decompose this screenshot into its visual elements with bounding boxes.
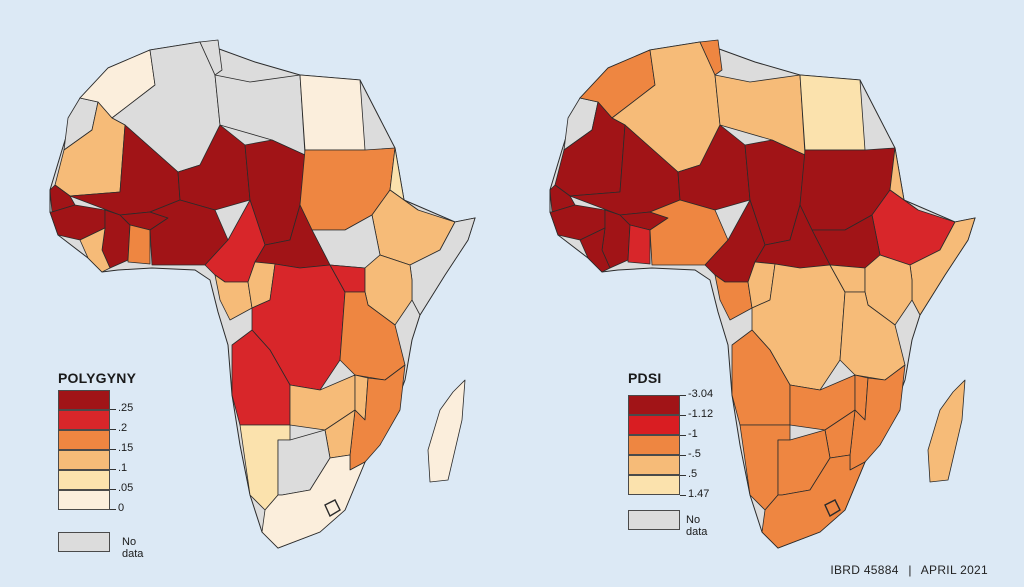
legend-tick xyxy=(680,455,686,456)
region-tunisia xyxy=(699,39,723,76)
legend-label: .05 xyxy=(118,482,134,494)
legend-label: -1 xyxy=(688,428,698,440)
legend-row: .1 xyxy=(58,450,136,474)
legend-tick xyxy=(680,395,686,396)
legend-tick xyxy=(110,429,116,430)
legend-row: .2 xyxy=(58,410,136,434)
legend-title: POLYGYNY xyxy=(58,370,137,386)
separator: | xyxy=(908,563,912,577)
map-credit: IBRD 45884 | APRIL 2021 xyxy=(830,563,988,577)
region-south-africa xyxy=(261,454,366,549)
legend-swatch xyxy=(628,435,680,455)
legend-label: .5 xyxy=(688,468,698,480)
legend-tick xyxy=(110,469,116,470)
legend-label: -3.04 xyxy=(688,388,714,400)
region-senegal xyxy=(49,184,76,213)
legend-tick xyxy=(680,415,686,416)
nodata-label: No data xyxy=(686,514,708,538)
region-south-africa xyxy=(761,454,866,549)
legend-label: -1.12 xyxy=(688,408,714,420)
legend-swatch xyxy=(58,430,110,450)
legend-swatch xyxy=(58,390,110,410)
legend-row: .25 xyxy=(58,390,136,414)
nodata-swatch xyxy=(58,532,110,552)
nodata-swatch xyxy=(628,510,680,530)
legend-row: 0 xyxy=(58,490,136,514)
legend-label: .15 xyxy=(118,442,134,454)
legend-swatch xyxy=(58,490,110,510)
legend-swatch xyxy=(628,475,680,495)
legend-swatch xyxy=(58,470,110,490)
region-liberia xyxy=(579,227,611,273)
legend-swatch xyxy=(628,415,680,435)
legend-tick xyxy=(680,435,686,436)
legend-tick xyxy=(680,495,686,496)
legend-label: 0 xyxy=(118,502,125,514)
legend-tick xyxy=(110,509,116,510)
legend-tick xyxy=(680,475,686,476)
region-lesotho xyxy=(824,499,841,518)
polygyny-legend: POLYGYNY .25 .2 .15 .1 .05 0 No data xyxy=(58,370,143,560)
legend-label: .1 xyxy=(118,462,128,474)
region-senegal xyxy=(549,184,576,213)
legend-swatch xyxy=(628,395,680,415)
region-nigeria xyxy=(649,199,729,266)
legend-label: .25 xyxy=(118,402,134,414)
legend-label: -.5 xyxy=(688,448,701,460)
legend-tick xyxy=(110,409,116,410)
legend-row: .05 xyxy=(58,470,136,494)
region-egypt xyxy=(799,74,866,151)
legend-tick xyxy=(110,489,116,490)
region-egypt xyxy=(299,74,366,151)
region-lesotho xyxy=(324,499,341,518)
region-madagascar xyxy=(927,379,966,483)
region-ghana xyxy=(627,224,651,265)
legend-swatch xyxy=(628,455,680,475)
legend-label: .2 xyxy=(118,422,128,434)
map-date: APRIL 2021 xyxy=(920,563,988,577)
region-madagascar xyxy=(427,379,466,483)
pdsi-legend: PDSI -3.04 -1.12 -1 -.5 .5 1.47 No data xyxy=(628,370,713,538)
legend-row: .15 xyxy=(58,430,136,454)
legend-swatch xyxy=(58,410,110,430)
legend-title: PDSI xyxy=(628,370,662,386)
legend-scale: -3.04 -1.12 -1 -.5 .5 1.47 xyxy=(628,388,713,500)
region-ghana xyxy=(127,224,151,265)
legend-swatch xyxy=(58,450,110,470)
region-nigeria xyxy=(149,199,229,266)
region-tunisia xyxy=(199,39,223,76)
legend-tick xyxy=(110,449,116,450)
pdsi-map xyxy=(549,39,976,549)
map-id: IBRD 45884 xyxy=(830,563,899,577)
polygyny-map xyxy=(49,39,476,549)
legend-label: 1.47 xyxy=(688,488,710,500)
nodata-label: No data xyxy=(122,536,144,560)
region-liberia xyxy=(79,227,111,273)
